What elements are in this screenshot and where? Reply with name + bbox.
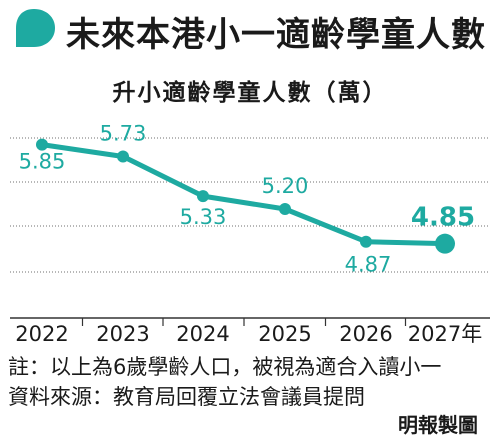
data-point: [279, 203, 291, 215]
footnote: 註：以上為6歲學齡人口，被視為適合入讀小一: [8, 355, 442, 379]
data-point: [435, 233, 455, 254]
source-note: 資料來源：教育局回覆立法會議員提問: [8, 385, 365, 409]
line-chart: 2022 2023 2024 2025 2026 2027年 5.85 5.73 5.33 5.2…: [10, 121, 490, 346]
data-label: 5.85: [19, 150, 66, 174]
page-title: 未來本港小一適齡學童人數: [66, 15, 486, 55]
credit: 明報製圖: [398, 413, 478, 437]
chart-title: 升小適齡學童人數（萬）: [112, 80, 388, 106]
x-tick-label: 2022: [15, 322, 68, 346]
speech-bubble-icon: [16, 9, 55, 47]
data-label: 4.87: [345, 253, 392, 277]
x-tick-label: 2023: [96, 322, 149, 346]
x-tick-label: 2024: [176, 322, 229, 346]
data-point: [36, 138, 48, 151]
x-tick-label: 2025: [258, 322, 311, 346]
x-tick-label: 2026: [339, 322, 392, 346]
data-point: [360, 235, 372, 248]
data-label: 5.73: [100, 121, 147, 145]
data-point: [117, 150, 129, 163]
series-line: [39, 142, 448, 247]
data-label: 4.85: [411, 203, 475, 233]
x-tick-label: 2027年: [408, 322, 482, 346]
data-label: 5.33: [180, 205, 227, 229]
data-label: 5.20: [262, 174, 309, 198]
data-point: [197, 190, 209, 203]
